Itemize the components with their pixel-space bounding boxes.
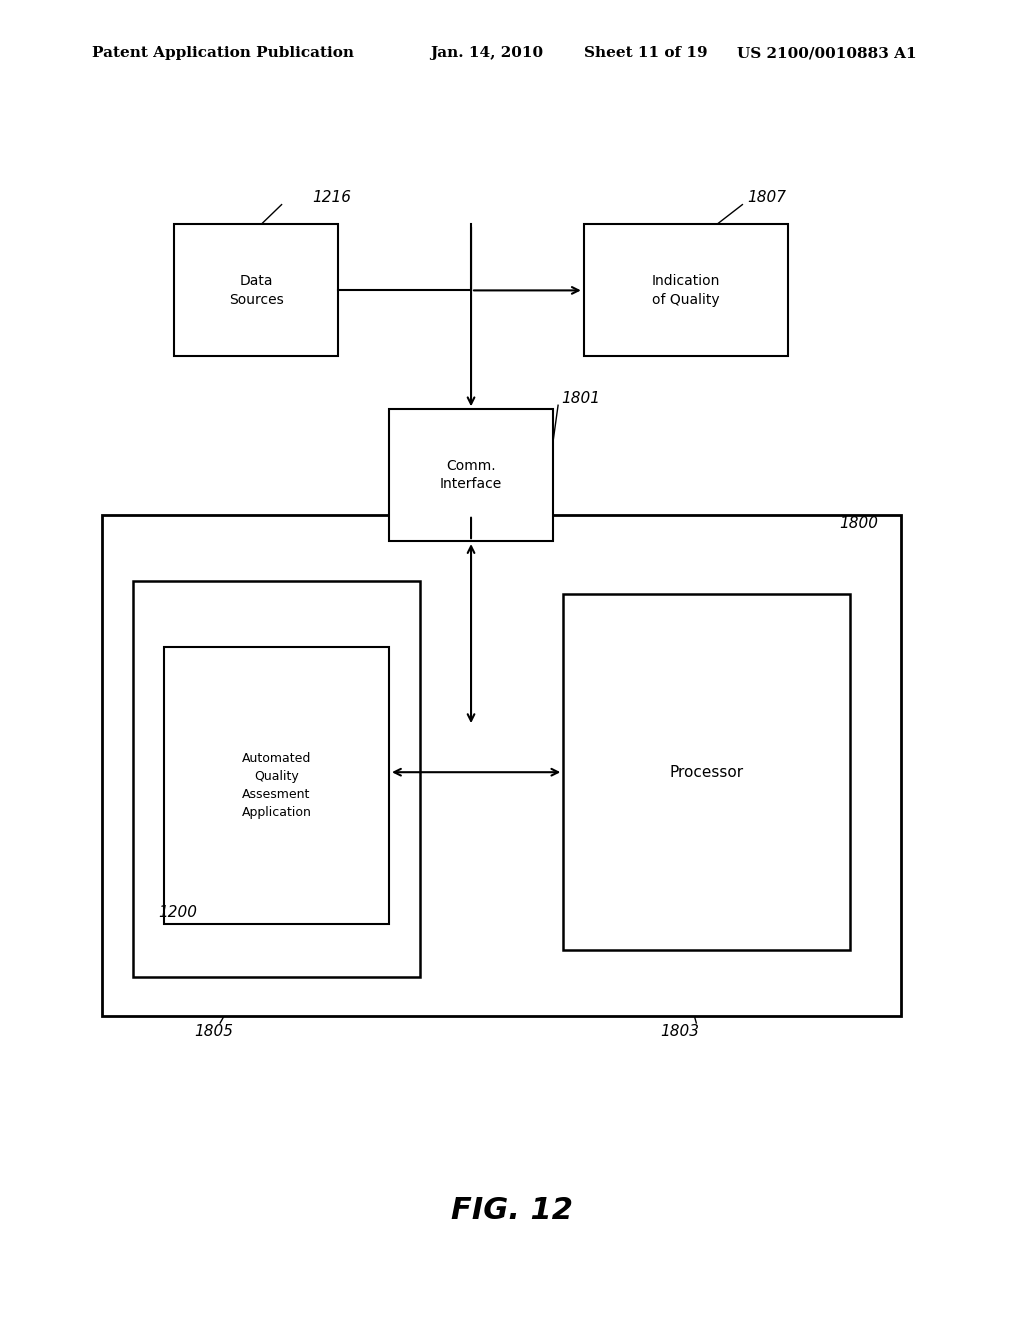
FancyBboxPatch shape xyxy=(563,594,850,950)
Text: 1807: 1807 xyxy=(748,190,786,205)
Text: 1216: 1216 xyxy=(312,190,351,205)
Text: Patent Application Publication: Patent Application Publication xyxy=(92,46,354,61)
Text: Sheet 11 of 19: Sheet 11 of 19 xyxy=(584,46,708,61)
Text: 1801: 1801 xyxy=(561,391,600,405)
Text: 1805: 1805 xyxy=(195,1024,233,1039)
Text: 1800: 1800 xyxy=(840,516,879,531)
FancyBboxPatch shape xyxy=(174,224,338,356)
Text: 1200: 1200 xyxy=(159,906,198,920)
Text: Data
Sources: Data Sources xyxy=(228,275,284,306)
Text: Processor: Processor xyxy=(670,764,743,780)
Text: Jan. 14, 2010: Jan. 14, 2010 xyxy=(430,46,543,61)
Text: Automated
Quality
Assesment
Application: Automated Quality Assesment Application xyxy=(242,752,311,818)
FancyBboxPatch shape xyxy=(389,409,553,541)
FancyBboxPatch shape xyxy=(164,647,389,924)
FancyBboxPatch shape xyxy=(102,515,901,1016)
Text: US 2100/0010883 A1: US 2100/0010883 A1 xyxy=(737,46,916,61)
Text: Indication
of Quality: Indication of Quality xyxy=(652,275,720,306)
FancyBboxPatch shape xyxy=(584,224,788,356)
Text: Comm.
Interface: Comm. Interface xyxy=(440,459,502,491)
Text: FIG. 12: FIG. 12 xyxy=(451,1196,573,1225)
FancyBboxPatch shape xyxy=(133,581,420,977)
Text: 1803: 1803 xyxy=(660,1024,699,1039)
